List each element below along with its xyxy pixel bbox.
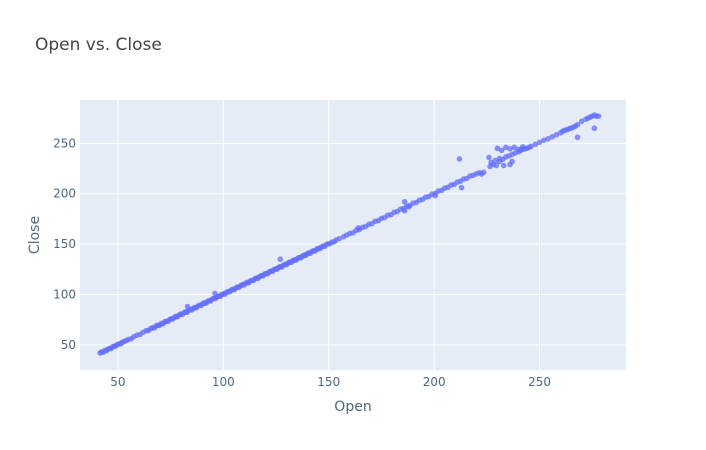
y-tick-label-4: 250 xyxy=(53,136,76,150)
data-point xyxy=(519,144,526,150)
data-point xyxy=(486,154,492,161)
data-point xyxy=(277,256,284,262)
y-axis-title: Close xyxy=(27,216,43,254)
data-point xyxy=(498,147,505,154)
data-point xyxy=(432,192,439,199)
data-point xyxy=(595,113,602,119)
chart-title: Open vs. Close xyxy=(35,35,162,55)
data-point xyxy=(511,144,518,151)
data-point xyxy=(578,118,585,124)
y-axis-ticks: 50 100 150 200 250 xyxy=(53,136,76,351)
data-point xyxy=(515,146,522,153)
data-point xyxy=(184,303,191,310)
data-point xyxy=(458,184,465,191)
data-point xyxy=(536,139,543,146)
data-point xyxy=(528,143,534,150)
x-tick-label-2: 150 xyxy=(317,375,340,389)
data-point xyxy=(496,158,503,165)
data-point xyxy=(480,169,487,176)
data-point xyxy=(545,135,551,142)
y-tick-label-2: 150 xyxy=(53,237,76,251)
data-point xyxy=(540,137,547,144)
data-point xyxy=(591,125,598,132)
data-point xyxy=(549,133,556,140)
data-point xyxy=(493,162,500,169)
data-point xyxy=(503,144,509,151)
x-tick-label-3: 200 xyxy=(423,375,446,389)
y-tick-label-3: 200 xyxy=(53,187,76,201)
data-point xyxy=(500,162,507,169)
data-point xyxy=(574,121,581,128)
x-tick-label-4: 250 xyxy=(528,375,551,389)
y-tick-label-0: 50 xyxy=(61,338,76,352)
x-axis-ticks: 50 100 150 200 250 xyxy=(110,375,551,389)
data-point xyxy=(212,290,218,297)
y-tick-label-1: 100 xyxy=(53,287,76,301)
data-point xyxy=(401,208,408,214)
x-tick-label-1: 100 xyxy=(212,375,235,389)
data-point xyxy=(509,158,515,165)
data-point xyxy=(494,145,501,152)
data-point xyxy=(532,141,539,148)
data-point xyxy=(456,156,463,162)
data-point xyxy=(401,198,408,205)
data-point xyxy=(336,235,343,242)
x-axis-title: Open xyxy=(334,399,371,415)
data-point xyxy=(553,131,560,138)
data-points xyxy=(97,112,602,356)
data-point xyxy=(355,225,362,231)
x-tick-label-0: 50 xyxy=(110,375,125,389)
data-point xyxy=(574,134,581,141)
data-point xyxy=(507,146,513,152)
data-point xyxy=(406,203,412,210)
